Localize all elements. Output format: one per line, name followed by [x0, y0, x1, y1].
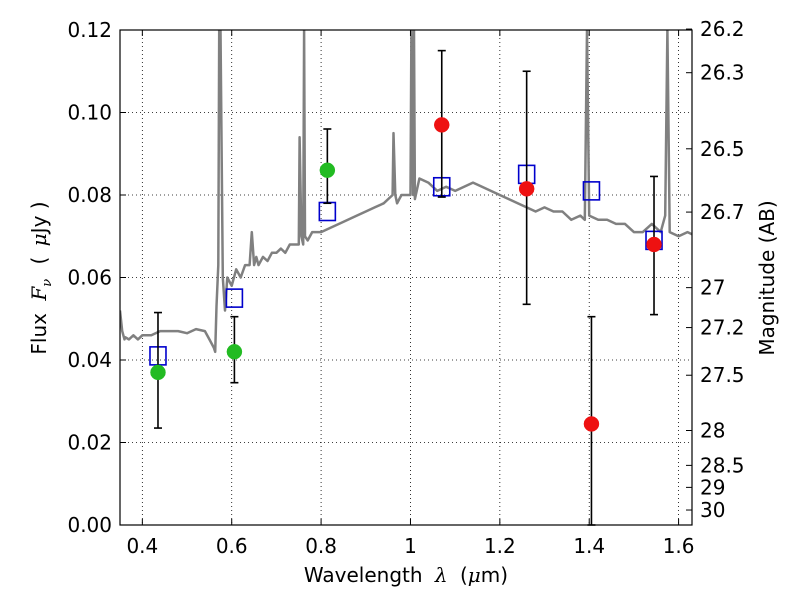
magnitude-tick-label: 27 — [700, 276, 725, 300]
y-tick-label: 0.10 — [67, 101, 112, 125]
green-data-point — [226, 344, 243, 360]
magnitude-tick-label: 29 — [700, 475, 725, 499]
spectrum-line — [120, 30, 692, 354]
magnitude-tick-label: 26.5 — [700, 137, 745, 161]
magnitude-tick-label: 28 — [700, 419, 725, 443]
red-data-point — [434, 117, 450, 133]
y-tick-label: 0.06 — [67, 266, 112, 290]
y-tick-label: 0.02 — [67, 431, 112, 455]
y-tick-label: 0.12 — [67, 18, 112, 42]
magnitude-tick-label: 27.2 — [700, 316, 745, 340]
magnitude-tick-label: 26.2 — [700, 17, 745, 41]
y-tick-label: 0.00 — [67, 513, 112, 537]
magnitude-axis-label: Magnitude (AB) — [755, 200, 779, 355]
x-tick-label: 1.2 — [484, 534, 516, 558]
magnitude-tick-label: 30 — [700, 498, 725, 522]
x-tick-label: 0.4 — [126, 534, 158, 558]
plot-area — [120, 30, 692, 526]
y-tick-label: 0.08 — [67, 183, 112, 207]
x-tick-label: 1.4 — [573, 534, 605, 558]
red-data-point — [583, 416, 600, 432]
x-tick-label: 1 — [404, 534, 417, 558]
magnitude-tick-label: 26.7 — [700, 200, 745, 224]
green-data-point — [319, 162, 336, 178]
x-axis-label: Wavelength λ (μm) — [304, 563, 508, 587]
y-axis-label: Flux Fν ( μJy ) — [27, 201, 56, 354]
green-data-point — [150, 364, 166, 381]
model-square — [582, 181, 601, 201]
tick-labels: 0.4 0.6 0.8 1 1.2 1.4 1.6 0.00 0.02 0.04 0.06 0.08 0… — [67, 17, 744, 558]
red-data-point — [646, 236, 662, 253]
x-tick-label: 0.8 — [305, 534, 337, 558]
red-data-point — [518, 181, 535, 197]
y-tick-label: 0.04 — [67, 348, 112, 372]
x-tick-label: 1.6 — [663, 534, 695, 558]
magnitude-tick-label: 27.5 — [700, 363, 745, 387]
model-square — [225, 288, 244, 308]
magnitude-tick-label: 28.5 — [700, 453, 745, 477]
magnitude-tick-label: 26.3 — [700, 61, 745, 85]
x-tick-label: 0.6 — [216, 534, 248, 558]
ticks — [120, 28, 692, 526]
